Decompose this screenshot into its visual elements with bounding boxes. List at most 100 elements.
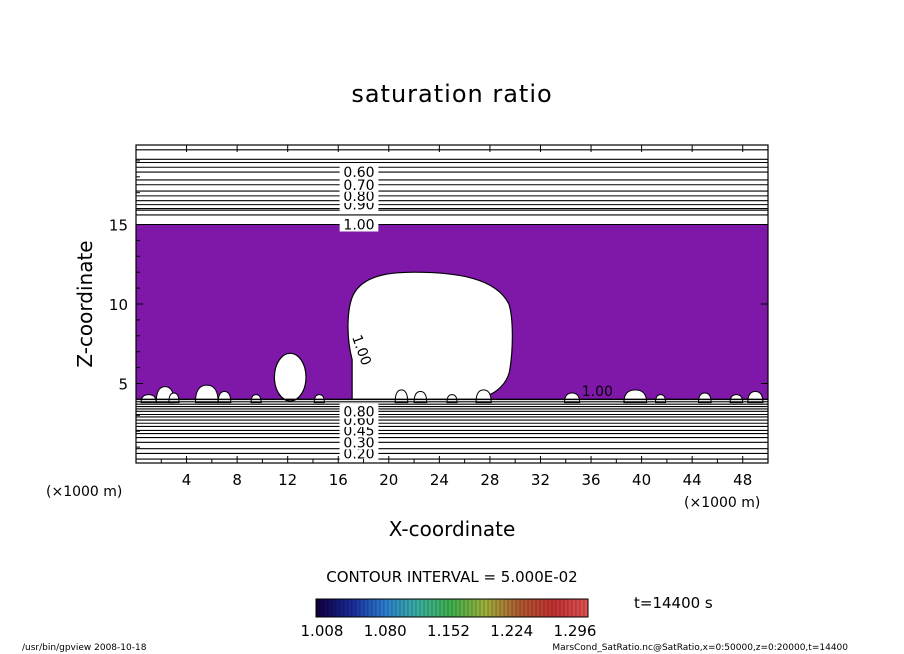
cloud-bump [413,390,428,404]
z-tick-label: 10 [109,296,128,314]
colorbar-tick-label: 1.080 [364,622,407,640]
x-tick-label: 40 [632,471,651,489]
colorbar-strip [524,599,528,617]
x-tick-label: 20 [379,471,398,489]
chart-title: saturation ratio [351,80,552,108]
cloud-bump [475,389,492,404]
colorbar-strip [452,599,456,617]
colorbar-strip [348,599,352,617]
colorbar-strip [320,599,324,617]
x-axis-label: X-coordinate [389,517,516,541]
colorbar-strip [384,599,388,617]
cloud-bubble [273,352,307,402]
colorbar-strip [472,599,476,617]
colorbar-strip [456,599,460,617]
colorbar-strip [508,599,512,617]
colorbar-strip [488,599,492,617]
colorbar-strip [448,599,452,617]
colorbar-strip [372,599,376,617]
contour-label: 0.20 [343,447,374,463]
x-tick-label: 28 [480,471,499,489]
y-axis-label: Z-coordinate [73,240,97,367]
colorbar-strip [544,599,548,617]
colorbar-strip [328,599,332,617]
contour-label: 0.30 [343,435,374,451]
cloud-bump [168,392,180,404]
cloud-bump [697,392,712,404]
x-tick-label: 36 [581,471,600,489]
colorbar-strip [316,599,320,617]
cloud-bump [747,390,764,404]
contour-label: 0.60 [343,165,374,181]
x-tick-label: 4 [182,471,192,489]
z-tick-label: 15 [109,217,128,235]
colorbar-strip [368,599,372,617]
x-tick-label: 24 [430,471,449,489]
colorbar-strip [492,599,496,617]
colorbar-strip [552,599,556,617]
contour-label-bg [339,403,379,419]
cloud-bump [194,384,219,404]
contour-label-bg [339,188,379,203]
contour-label: 0.80 [343,404,374,420]
colorbar-strip [496,599,500,617]
cloud-bump [394,389,409,404]
colorbar-tick-label: 1.224 [490,622,533,640]
colorbar-strip [376,599,380,617]
colorbar-strip [528,599,532,617]
colorbar-strip [408,599,412,617]
colorbar-strip [576,599,580,617]
colorbar-strip [536,599,540,617]
colorbar-strip [480,599,484,617]
contour-inline-label: 1.00 [582,384,613,400]
colorbar-strip [440,599,444,617]
colorbar-tick-label: 1.296 [554,622,597,640]
contour-interval: CONTOUR INTERVAL = 5.000E-02 [326,568,577,586]
colorbar-frame [315,598,589,618]
colorbar-strip [512,599,516,617]
contour-label-bg [339,164,379,180]
colorbar-strip [332,599,336,617]
colorbar-strip [500,599,504,617]
colorbar-strip [572,599,576,617]
colorbar-strip [444,599,448,617]
colorbar-strip [464,599,468,617]
colorbar-strip [556,599,560,617]
colorbar-strip [540,599,544,617]
footer-right: MarsCond_SatRatio.nc@SatRatio,x=0:50000,… [552,643,848,653]
contour-label: 1.00 [343,218,374,234]
colorbar-strip [352,599,356,617]
colorbar-strip [428,599,432,617]
cloud-bump [623,389,648,404]
x-tick-label: 8 [232,471,242,489]
colorbar-strip [468,599,472,617]
contour-label-bg [339,216,379,232]
colorbar-strip [416,599,420,617]
colorbar-tick-label: 1.152 [427,622,470,640]
colorbar-strip [432,599,436,617]
x-tick-label: 32 [531,471,550,489]
colorbar-strip [460,599,464,617]
contour-label: 0.45 [343,423,374,439]
contour-lines [136,149,768,460]
colorbar-strip [564,599,568,617]
colorbar-strip [580,599,584,617]
x-axis: 4 8 12 16 20 24 28 32 36 40 44 48 [160,145,752,489]
colorbar-strip [584,599,588,617]
contour-labels: 1.000.900.800.700.600.200.300.450.600.80… [339,164,613,463]
colorbar-strip [356,599,360,617]
colorbar-strip [396,599,400,617]
x-tick-label: 48 [733,471,752,489]
colorbar-strip [404,599,408,617]
contour-label-bg [339,177,379,192]
cloud-bump [217,390,232,404]
colorbar-strip [360,599,364,617]
contour-label: 0.70 [343,178,374,194]
z-tick-label: 5 [118,376,128,394]
colorbar-strip [504,599,508,617]
colorbar-strip [336,599,340,617]
x-tick-label: 12 [278,471,297,489]
colorbar-strip [344,599,348,617]
x-tick-label: 44 [683,471,702,489]
colorbar-tick-label: 1.008 [301,622,344,640]
